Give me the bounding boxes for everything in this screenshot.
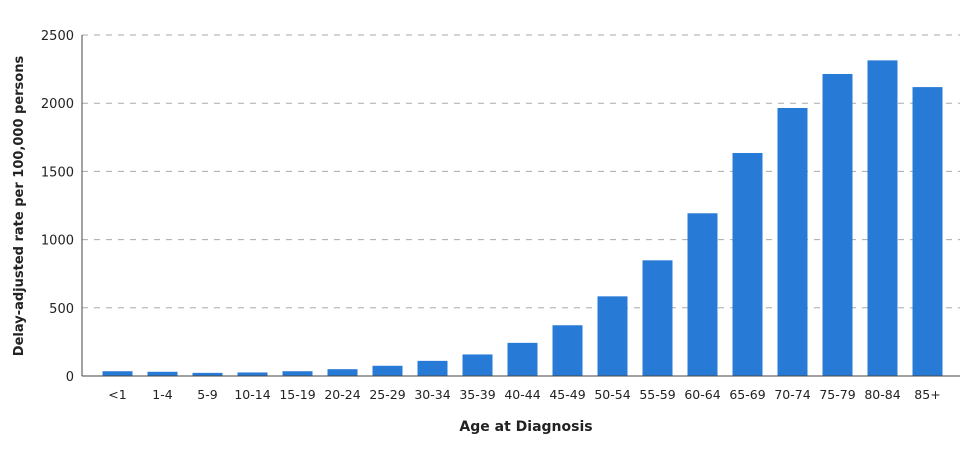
- bar-25-29: [372, 365, 403, 376]
- x-tick-label: 10-14: [234, 387, 270, 402]
- y-tick-label: 2000: [41, 97, 74, 112]
- bar-80-84: [867, 60, 898, 377]
- x-tick-label: <1: [108, 387, 126, 402]
- y-tick-label: 1000: [41, 234, 74, 249]
- bar-35-39: [462, 354, 493, 376]
- bar-<1: [102, 371, 133, 376]
- x-tick-label: 1-4: [152, 387, 172, 402]
- x-tick-labels: <1 1-4 5-9 10-14 15-19 20-24 25-29 30-34 35-39 40…: [108, 387, 940, 402]
- x-tick-label: 45-49: [549, 387, 585, 402]
- x-tick-label: 75-79: [819, 387, 855, 402]
- x-tick-label: 30-34: [414, 387, 450, 402]
- x-tick-label: 55-59: [639, 387, 675, 402]
- bar-40-44: [507, 342, 538, 376]
- bar-50-54: [597, 296, 628, 376]
- y-tick-labels: 0 500 1000 1500 2000 2500: [41, 29, 74, 385]
- bar-55-59: [642, 260, 673, 376]
- y-tick-label: 0: [66, 370, 74, 385]
- x-tick-label: 50-54: [594, 387, 630, 402]
- bars: [102, 60, 943, 377]
- x-tick-label: 60-64: [684, 387, 720, 402]
- bar-70-74: [777, 107, 808, 376]
- bar-75-79: [822, 74, 853, 376]
- x-tick-label: 5-9: [197, 387, 217, 402]
- bar-10-14: [237, 372, 268, 376]
- x-tick-label: 65-69: [729, 387, 765, 402]
- x-axis-label: Age at Diagnosis: [459, 419, 592, 435]
- y-tick-label: 1500: [41, 165, 74, 180]
- bar-5-9: [192, 372, 223, 376]
- x-tick-label: 25-29: [369, 387, 405, 402]
- bar-20-24: [327, 369, 358, 376]
- x-tick-label: 80-84: [864, 387, 900, 402]
- x-tick-label: 70-74: [774, 387, 810, 402]
- x-tick-label: 40-44: [504, 387, 540, 402]
- bar-30-34: [417, 360, 448, 376]
- y-axis-label: Delay-adjusted rate per 100,000 persons: [12, 56, 27, 357]
- x-tick-label: 20-24: [324, 387, 360, 402]
- bar-15-19: [282, 371, 313, 376]
- bar-65-69: [732, 152, 763, 376]
- bar-85+: [912, 87, 943, 376]
- bar-1-4: [147, 371, 178, 376]
- x-tick-label: 35-39: [459, 387, 495, 402]
- bar-45-49: [552, 325, 583, 376]
- x-tick-label: 85+: [914, 387, 940, 402]
- y-tick-label: 2500: [41, 29, 74, 44]
- bar-60-64: [687, 213, 718, 376]
- x-tick-label: 15-19: [279, 387, 315, 402]
- y-tick-label: 500: [49, 302, 74, 317]
- gridlines: [82, 34, 960, 309]
